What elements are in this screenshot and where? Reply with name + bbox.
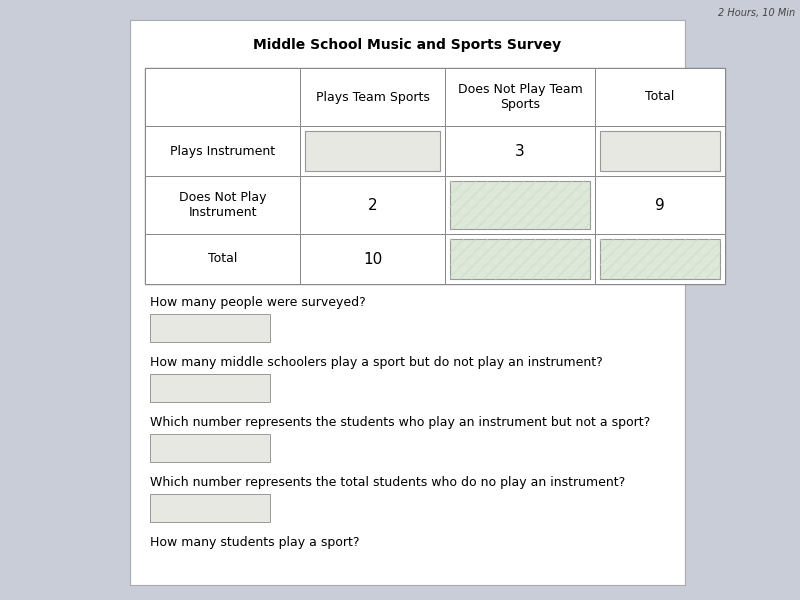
Text: Which number represents the total students who do no play an instrument?: Which number represents the total studen…: [150, 476, 626, 489]
Bar: [150, 314, 270, 342]
Bar: [150, 434, 270, 462]
Text: Plays Instrument: Plays Instrument: [170, 145, 275, 157]
Text: Plays Team Sports: Plays Team Sports: [315, 91, 430, 103]
Bar: [445, 126, 595, 176]
Text: 3: 3: [515, 143, 525, 158]
Bar: [145, 68, 300, 126]
Text: 10: 10: [363, 251, 382, 266]
Bar: [130, 20, 685, 585]
Bar: [445, 234, 595, 284]
Bar: [145, 68, 725, 284]
Bar: [150, 494, 270, 522]
Text: Does Not Play
Instrument: Does Not Play Instrument: [178, 191, 266, 219]
Bar: [600, 239, 720, 279]
Bar: [145, 234, 300, 284]
Bar: [595, 176, 725, 234]
Bar: [450, 239, 590, 279]
Text: Total: Total: [208, 253, 237, 265]
Bar: [600, 131, 720, 171]
Text: 2: 2: [368, 197, 378, 212]
Text: How many students play a sport?: How many students play a sport?: [150, 536, 359, 549]
Bar: [445, 68, 595, 126]
Bar: [445, 176, 595, 234]
Bar: [595, 234, 725, 284]
Bar: [305, 131, 440, 171]
Bar: [595, 68, 725, 126]
Text: 9: 9: [655, 197, 665, 212]
Bar: [145, 176, 300, 234]
Bar: [300, 176, 445, 234]
Bar: [595, 126, 725, 176]
Text: Which number represents the students who play an instrument but not a sport?: Which number represents the students who…: [150, 416, 650, 429]
Text: 2 Hours, 10 Min: 2 Hours, 10 Min: [718, 8, 795, 18]
Text: Middle School Music and Sports Survey: Middle School Music and Sports Survey: [254, 38, 562, 52]
Bar: [150, 374, 270, 402]
Bar: [450, 181, 590, 229]
Bar: [300, 126, 445, 176]
Text: How many people were surveyed?: How many people were surveyed?: [150, 296, 366, 309]
Text: Does Not Play Team
Sports: Does Not Play Team Sports: [458, 83, 582, 111]
Text: How many middle schoolers play a sport but do not play an instrument?: How many middle schoolers play a sport b…: [150, 356, 602, 369]
Text: Total: Total: [646, 91, 674, 103]
Bar: [145, 126, 300, 176]
Bar: [300, 68, 445, 126]
Bar: [300, 234, 445, 284]
